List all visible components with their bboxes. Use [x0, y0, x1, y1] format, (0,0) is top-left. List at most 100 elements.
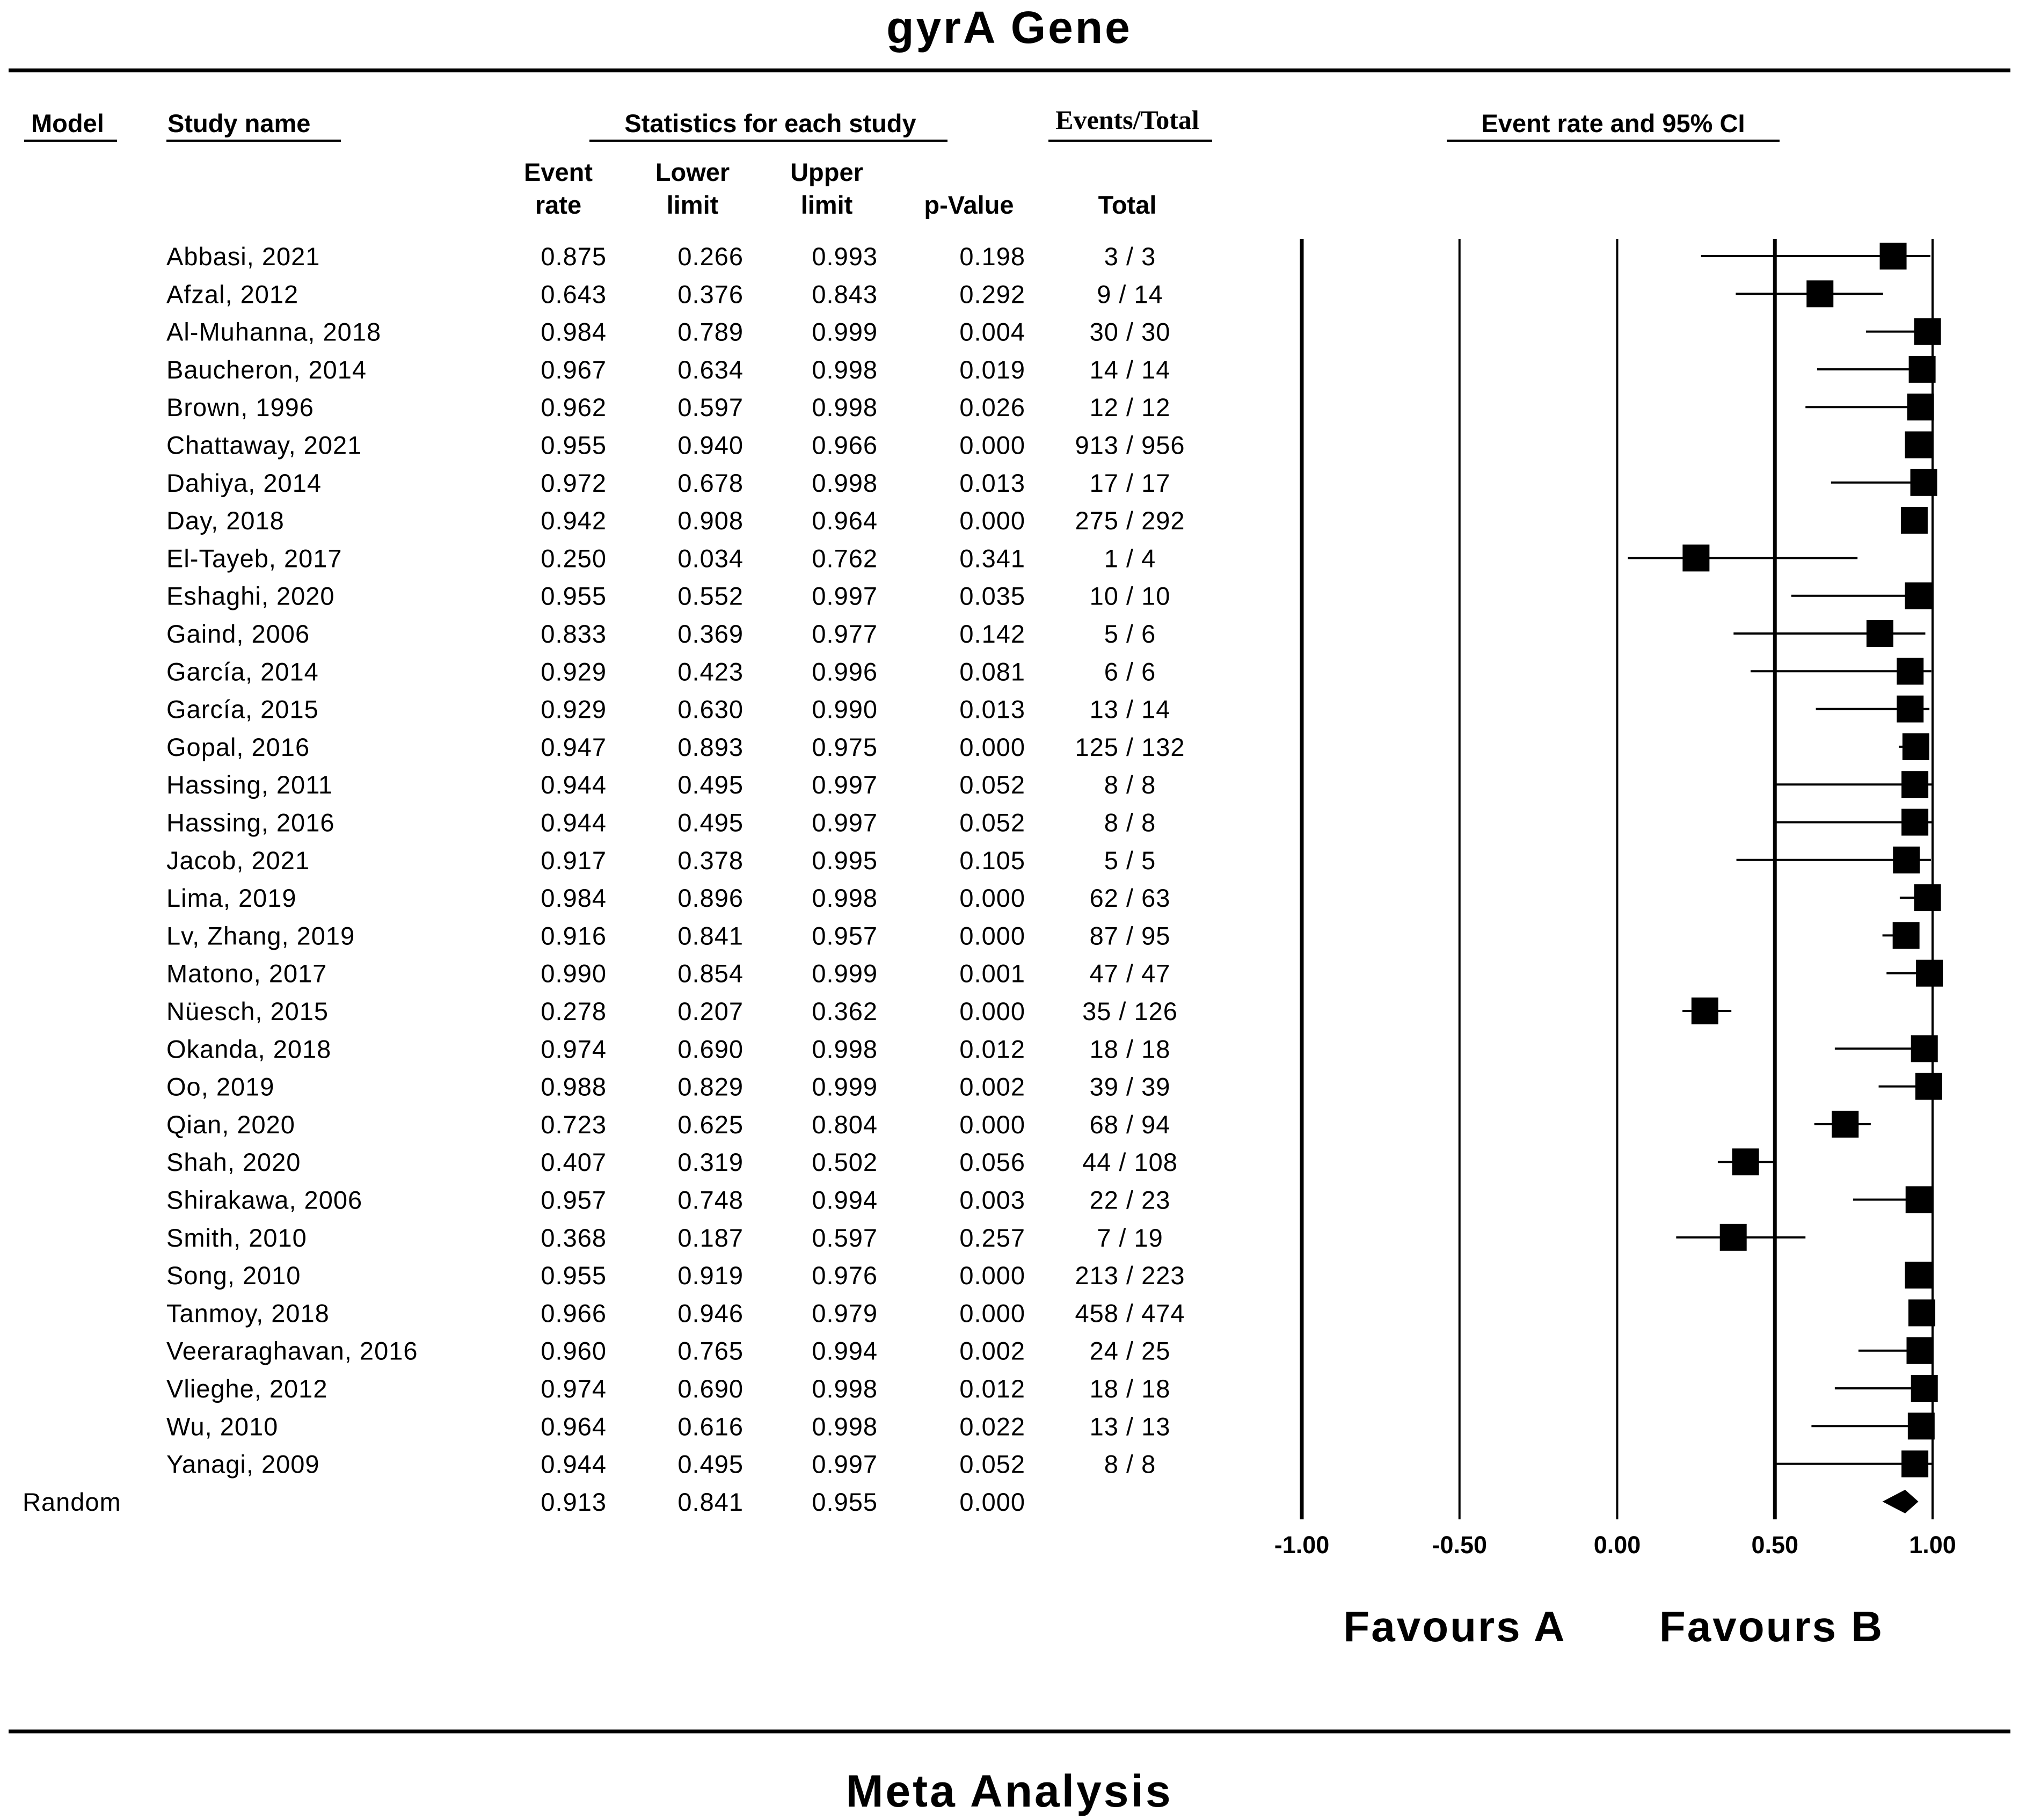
study-upper-limit: 0.979: [812, 1299, 878, 1327]
summary-lower-limit: 0.841: [677, 1488, 744, 1516]
study-event-rate: 0.964: [541, 1412, 607, 1440]
study-upper-limit: 0.996: [812, 657, 878, 686]
study-name: Oo, 2019: [166, 1073, 274, 1101]
study-name: Gopal, 2016: [166, 733, 310, 761]
study-name: Al-Muhanna, 2018: [166, 318, 381, 346]
study-lower-limit: 0.187: [677, 1224, 744, 1252]
point-estimate-square: [1897, 658, 1924, 685]
study-upper-limit: 0.997: [812, 582, 878, 610]
study-events-total: 8 / 8: [1104, 770, 1156, 799]
study-lower-limit: 0.896: [677, 884, 744, 912]
study-event-rate: 0.962: [541, 393, 607, 421]
study-upper-limit: 0.966: [812, 431, 878, 460]
study-upper-limit: 0.998: [812, 884, 878, 912]
study-lower-limit: 0.748: [677, 1186, 744, 1214]
point-estimate-square: [1832, 1110, 1859, 1138]
study-events-total: 39 / 39: [1090, 1073, 1171, 1101]
study-p-value: 0.022: [959, 1412, 1025, 1440]
point-estimate-square: [1691, 998, 1718, 1024]
study-lower-limit: 0.678: [677, 469, 744, 497]
study-upper-limit: 0.999: [812, 1073, 878, 1101]
point-estimate-square: [1901, 771, 1929, 798]
study-p-value: 0.105: [959, 846, 1025, 875]
study-upper-limit: 0.977: [812, 620, 878, 648]
study-lower-limit: 0.495: [677, 1450, 744, 1479]
study-p-value: 0.052: [959, 770, 1025, 799]
header-p-value: p-Value: [924, 191, 1014, 219]
study-events-total: 62 / 63: [1090, 884, 1171, 912]
study-lower-limit: 0.369: [677, 620, 744, 648]
study-lower-limit: 0.423: [677, 657, 744, 686]
study-events-total: 458 / 474: [1075, 1299, 1185, 1327]
point-estimate-square: [1914, 318, 1941, 345]
study-p-value: 0.142: [959, 620, 1025, 648]
study-lower-limit: 0.829: [677, 1073, 744, 1101]
study-events-total: 1 / 4: [1104, 544, 1156, 572]
study-event-rate: 0.875: [541, 242, 607, 271]
study-events-total: 5 / 5: [1104, 846, 1156, 875]
study-name: Veeraraghavan, 2016: [166, 1337, 418, 1365]
study-upper-limit: 0.997: [812, 770, 878, 799]
study-name: García, 2015: [166, 695, 319, 724]
study-name: García, 2014: [166, 657, 319, 686]
study-lower-limit: 0.625: [677, 1110, 744, 1139]
study-lower-limit: 0.765: [677, 1337, 744, 1365]
study-upper-limit: 0.502: [812, 1148, 878, 1176]
study-events-total: 24 / 25: [1090, 1337, 1171, 1365]
point-estimate-square: [1911, 1375, 1938, 1402]
point-estimate-square: [1907, 394, 1934, 421]
study-name: Smith, 2010: [166, 1224, 307, 1252]
study-p-value: 0.001: [959, 959, 1025, 988]
study-event-rate: 0.250: [541, 544, 607, 572]
point-estimate-square: [1902, 733, 1929, 760]
study-lower-limit: 0.634: [677, 355, 744, 384]
study-event-rate: 0.278: [541, 997, 607, 1025]
study-lower-limit: 0.630: [677, 695, 744, 724]
study-event-rate: 0.955: [541, 431, 607, 460]
footer-title: Meta Analysis: [845, 1766, 1172, 1816]
study-event-rate: 0.929: [541, 657, 607, 686]
study-events-total: 3 / 3: [1104, 242, 1156, 271]
study-lower-limit: 0.378: [677, 846, 744, 875]
study-lower-limit: 0.908: [677, 506, 744, 535]
point-estimate-square: [1682, 544, 1710, 572]
axis-tick-label: -0.50: [1432, 1531, 1487, 1559]
study-upper-limit: 0.999: [812, 318, 878, 346]
study-upper-limit: 0.997: [812, 1450, 878, 1479]
header-study-name: Study name: [167, 109, 310, 137]
point-estimate-square: [1910, 469, 1937, 496]
study-p-value: 0.198: [959, 242, 1025, 271]
study-events-total: 7 / 19: [1097, 1224, 1163, 1252]
study-event-rate: 0.974: [541, 1035, 607, 1063]
study-p-value: 0.000: [959, 1299, 1025, 1327]
study-event-rate: 0.988: [541, 1073, 607, 1101]
header-lower-limit-line2: limit: [667, 191, 719, 219]
study-name: Eshaghi, 2020: [166, 582, 335, 610]
study-name: Afzal, 2012: [166, 280, 298, 308]
point-estimate-square: [1905, 431, 1932, 458]
header-upper-limit-line2: limit: [801, 191, 853, 219]
study-upper-limit: 0.993: [812, 242, 878, 271]
study-event-rate: 0.917: [541, 846, 607, 875]
study-upper-limit: 0.998: [812, 469, 878, 497]
study-name: Okanda, 2018: [166, 1035, 331, 1063]
study-p-value: 0.052: [959, 1450, 1025, 1479]
point-estimate-square: [1916, 959, 1943, 987]
point-estimate-square: [1719, 1224, 1747, 1251]
study-p-value: 0.012: [959, 1035, 1025, 1063]
study-p-value: 0.013: [959, 695, 1025, 724]
point-estimate-square: [1901, 809, 1929, 836]
study-event-rate: 0.984: [541, 884, 607, 912]
point-estimate-square: [1907, 1413, 1935, 1440]
point-estimate-square: [1732, 1148, 1759, 1176]
study-lower-limit: 0.495: [677, 809, 744, 837]
study-lower-limit: 0.919: [677, 1261, 744, 1290]
study-event-rate: 0.957: [541, 1186, 607, 1214]
study-events-total: 87 / 95: [1090, 921, 1171, 950]
chart-title: gyrA Gene: [886, 2, 1132, 53]
study-events-total: 13 / 13: [1090, 1412, 1171, 1440]
point-estimate-square: [1906, 1337, 1934, 1364]
study-name: Yanagi, 2009: [166, 1450, 320, 1479]
study-upper-limit: 0.998: [812, 393, 878, 421]
study-p-value: 0.019: [959, 355, 1025, 384]
